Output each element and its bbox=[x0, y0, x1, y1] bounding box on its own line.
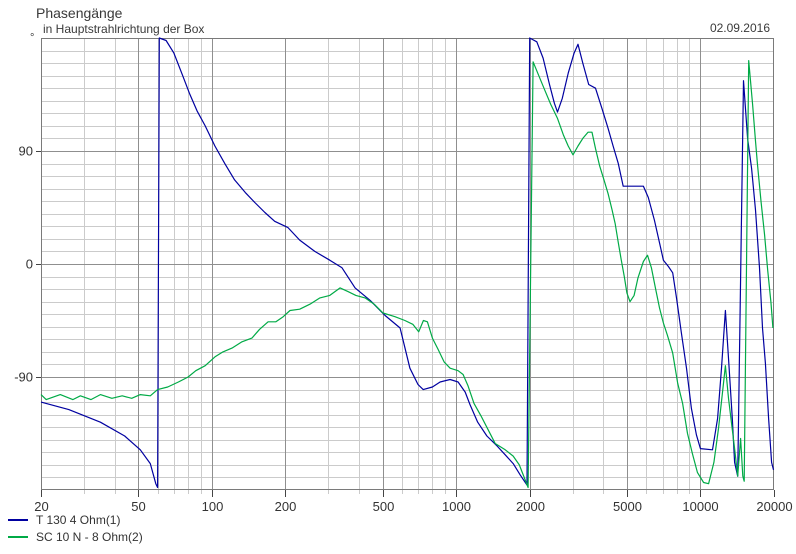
legend-line-swatch-sc10n bbox=[8, 535, 28, 538]
x-tick-label: 100 bbox=[202, 499, 224, 514]
x-tick-label: 500 bbox=[373, 499, 395, 514]
legend-item-t130: T 130 4 Ohm(1) bbox=[8, 512, 120, 527]
x-tick-label: 5000 bbox=[613, 499, 642, 514]
x-tick-label: 10000 bbox=[682, 499, 718, 514]
x-tick-label: 20 bbox=[34, 499, 48, 514]
x-tick-label: 50 bbox=[131, 499, 145, 514]
x-tick-label: 20000 bbox=[756, 499, 792, 514]
legend-line-swatch-t130 bbox=[8, 518, 28, 521]
x-tick-label: 1000 bbox=[442, 499, 471, 514]
y-tick-label: 90 bbox=[19, 144, 33, 159]
page-subtitle: in Hauptstrahlrichtung der Box bbox=[43, 22, 205, 36]
legend-label-t130: T 130 4 Ohm(1) bbox=[36, 512, 121, 527]
y-tick-label: 0 bbox=[26, 257, 33, 272]
series-curve-0 bbox=[40, 37, 775, 489]
y-tick-label: -90 bbox=[14, 370, 33, 385]
legend-label-sc10n: SC 10 N - 8 Ohm(2) bbox=[36, 529, 143, 544]
series-curve-1 bbox=[40, 60, 774, 489]
x-tick-label: 200 bbox=[275, 499, 297, 514]
legend-item-sc10n: SC 10 N - 8 Ohm(2) bbox=[8, 529, 143, 544]
x-tick-label: 2000 bbox=[516, 499, 545, 514]
date-label: 02.09.2016 bbox=[709, 21, 770, 35]
y-axis-unit-label: ° bbox=[30, 32, 35, 44]
page-title: Phasengänge bbox=[36, 5, 123, 21]
